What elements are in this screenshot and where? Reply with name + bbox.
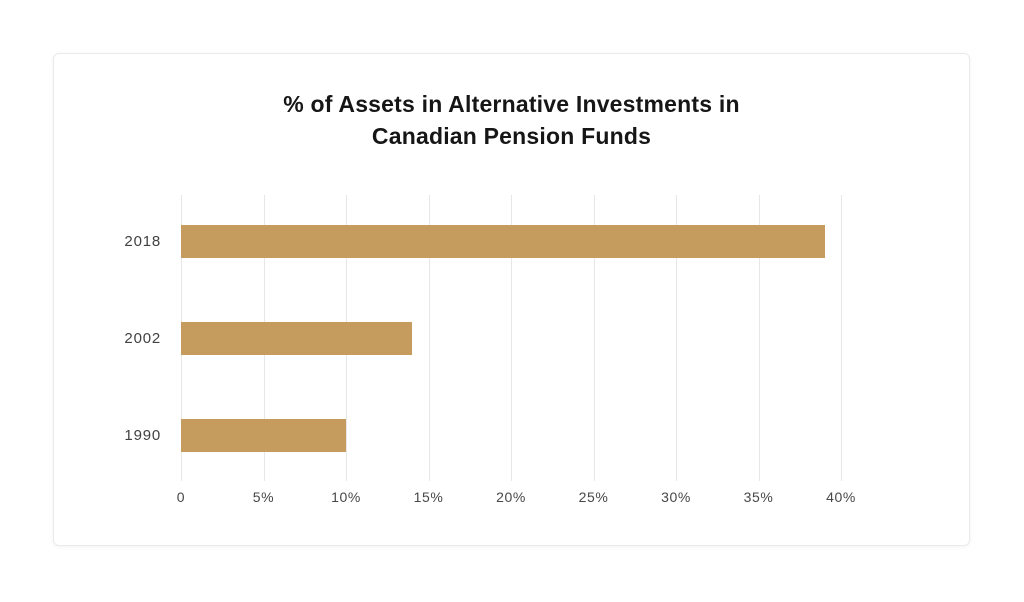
x-tick-label: 35%	[743, 489, 774, 505]
category-label-1990: 1990	[124, 426, 161, 444]
gridline	[511, 195, 512, 481]
x-tick-label: 15%	[413, 489, 444, 505]
x-tick-label: 30%	[661, 489, 691, 505]
x-tick-label: 40%	[826, 489, 856, 505]
x-tick-label: 20%	[496, 489, 526, 505]
bar-1990	[181, 419, 346, 452]
bar-2018	[181, 225, 825, 258]
chart-title: % of Assets in Alternative Investments i…	[54, 89, 969, 152]
x-tick-label: 10%	[331, 489, 361, 505]
x-axis-labels: 0 5% 10% 15% 20% 25% 30% 35% 40%	[177, 489, 856, 509]
chart-title-line: Canadian Pension Funds	[371, 122, 652, 149]
gridline	[593, 195, 595, 481]
bar-2002	[181, 322, 412, 355]
x-tick-label: 25%	[578, 489, 609, 505]
category-label-2002: 2002	[124, 329, 161, 347]
bar-row-1990: 1990	[124, 419, 841, 452]
chart-title-line: % of Assets in Alternative Investments i…	[283, 91, 740, 117]
bar-row-2018: 2018	[124, 225, 841, 258]
x-tick-label: 5%	[252, 489, 275, 505]
chart-card: % of Assets in Alternative Investments i…	[53, 53, 970, 546]
gridline	[758, 195, 760, 481]
x-tick-label: 0	[176, 489, 186, 505]
bar-row-2002: 2002	[124, 322, 841, 355]
plot-area: 2018 2002 1990 0 5% 10% 15% 20% 25% 30% 35% 40%	[124, 195, 855, 505]
gridline	[841, 195, 842, 481]
gridline	[428, 195, 430, 481]
gridline	[676, 195, 677, 481]
category-label-2018: 2018	[124, 232, 161, 250]
